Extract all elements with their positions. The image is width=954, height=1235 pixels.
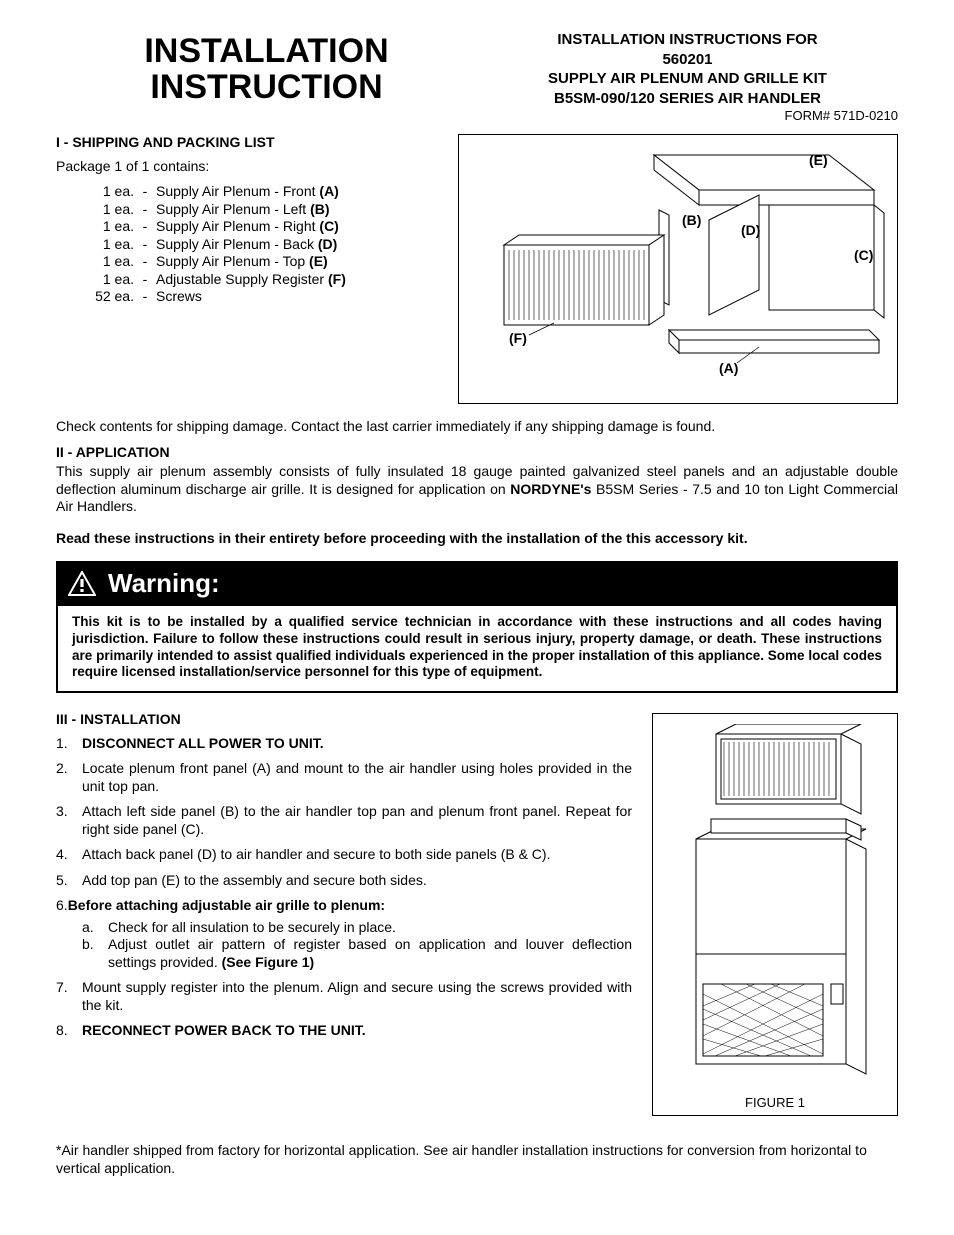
parts-row: 1 ea.-Supply Air Plenum - Top (E) (84, 253, 350, 271)
step-3: 3.Attach left side panel (B) to the air … (56, 803, 632, 838)
sub-line2: 560201 (477, 50, 898, 70)
installation-section: III - INSTALLATION 1.DISCONNECT ALL POWE… (56, 711, 898, 1116)
title-line2: INSTRUCTION (56, 70, 477, 106)
warning-body: This kit is to be installed by a qualifi… (58, 606, 896, 692)
warning-title: Warning: (108, 567, 220, 600)
air-handler-svg (661, 724, 891, 1084)
diagram-label-b: (B) (682, 212, 701, 228)
step-6a: a.Check for all insulation to be securel… (82, 919, 632, 937)
shipping-damage-note: Check contents for shipping damage. Cont… (56, 418, 898, 436)
parts-row: 1 ea.-Supply Air Plenum - Left (B) (84, 201, 350, 219)
installation-steps: III - INSTALLATION 1.DISCONNECT ALL POWE… (56, 711, 632, 1116)
figure-1-caption: FIGURE 1 (661, 1095, 889, 1111)
shipping-list: I - SHIPPING AND PACKING LIST Package 1 … (56, 134, 446, 404)
section2-heading: II - APPLICATION (56, 444, 898, 462)
main-title: INSTALLATION INSTRUCTION (56, 30, 477, 108)
step-7: 7.Mount supply register into the plenum.… (56, 979, 632, 1014)
parts-row: 1 ea.-Adjustable Supply Register (F) (84, 271, 350, 289)
sub-title: INSTALLATION INSTRUCTIONS FOR 560201 SUP… (477, 30, 898, 108)
sub-line3: SUPPLY AIR PLENUM AND GRILLE KIT (477, 69, 898, 89)
step-4: 4.Attach back panel (D) to air handler a… (56, 846, 632, 864)
footnote: *Air handler shipped from factory for ho… (56, 1142, 898, 1177)
parts-row: 1 ea.-Supply Air Plenum - Front (A) (84, 183, 350, 201)
form-number: FORM# 571D-0210 (56, 108, 898, 124)
diagram-label-e: (E) (809, 152, 828, 168)
figure-1: FIGURE 1 (652, 713, 898, 1116)
step-8: 8.RECONNECT POWER BACK TO THE UNIT. (56, 1022, 632, 1040)
section1-heading: I - SHIPPING AND PACKING LIST (56, 134, 446, 152)
diagram-label-d: (D) (741, 222, 760, 238)
title-line1: INSTALLATION (56, 34, 477, 70)
warning-header: Warning: (58, 563, 896, 606)
step-6: 6.Before attaching adjustable air grille… (56, 897, 632, 971)
sub-line4: B5SM-090/120 SERIES AIR HANDLER (477, 89, 898, 109)
step-2: 2.Locate plenum front panel (A) and moun… (56, 760, 632, 795)
diagram-label-f: (F) (509, 330, 527, 346)
plenum-exploded-svg: (E) (B) (D) (C) (F) (A) (459, 135, 899, 405)
warning-icon (68, 571, 96, 597)
package-intro: Package 1 of 1 contains: (56, 158, 446, 176)
warning-box: Warning: This kit is to be installed by … (56, 561, 898, 693)
sub-line1: INSTALLATION INSTRUCTIONS FOR (477, 30, 898, 50)
parts-row: 52 ea.-Screws (84, 288, 350, 306)
application-paragraph: This supply air plenum assembly consists… (56, 463, 898, 516)
diagram-label-c: (C) (854, 247, 873, 263)
step-1: 1.DISCONNECT ALL POWER TO UNIT. (56, 735, 632, 753)
section3-heading: III - INSTALLATION (56, 711, 632, 729)
step-5: 5.Add top pan (E) to the assembly and se… (56, 872, 632, 890)
parts-row: 1 ea.-Supply Air Plenum - Back (D) (84, 236, 350, 254)
page-header: INSTALLATION INSTRUCTION INSTALLATION IN… (56, 30, 898, 108)
step-6b: b.Adjust outlet air pattern of register … (82, 936, 632, 971)
exploded-diagram: (E) (B) (D) (C) (F) (A) (458, 134, 898, 404)
top-section: I - SHIPPING AND PACKING LIST Package 1 … (56, 134, 898, 404)
parts-row: 1 ea.-Supply Air Plenum - Right (C) (84, 218, 350, 236)
diagram-label-a: (A) (719, 360, 738, 376)
read-instructions-note: Read these instructions in their entiret… (56, 530, 898, 548)
parts-table: 1 ea.-Supply Air Plenum - Front (A) 1 ea… (84, 183, 350, 306)
